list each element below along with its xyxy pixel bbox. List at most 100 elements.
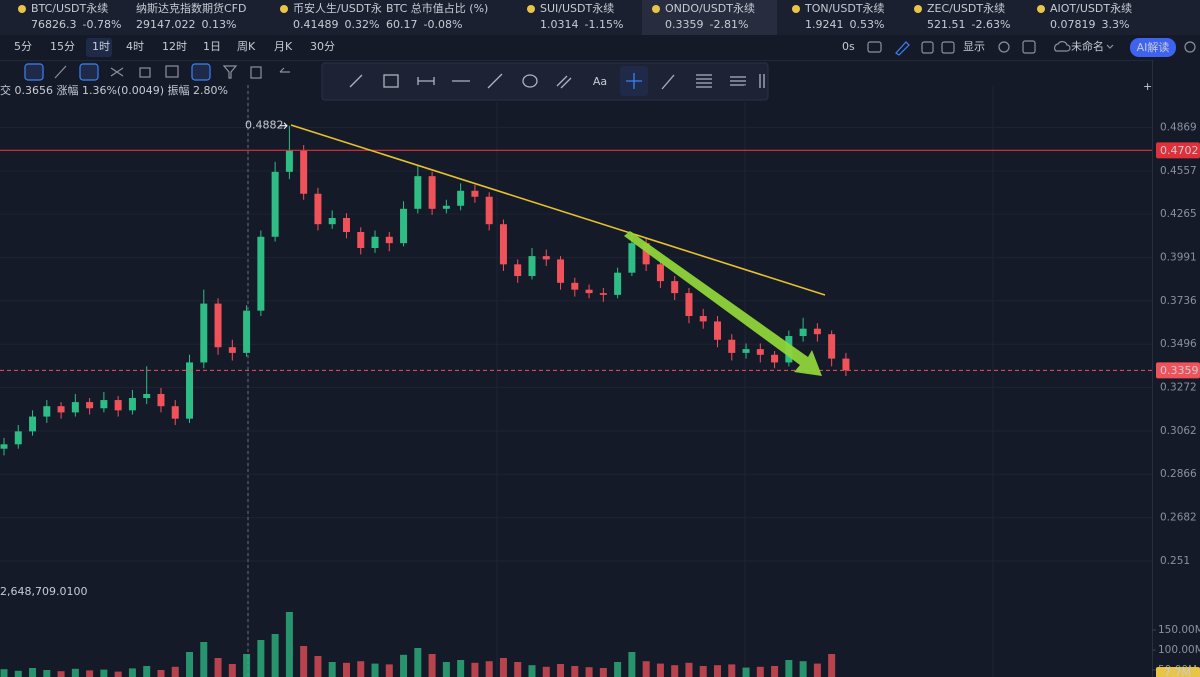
volume-bar bbox=[271, 634, 279, 677]
candle-body bbox=[599, 293, 607, 295]
volume-bar bbox=[0, 669, 8, 677]
ticker-name[interactable]: ONDO/USDT永续 bbox=[665, 1, 755, 15]
copy-icon[interactable] bbox=[921, 41, 934, 54]
volume-bar bbox=[671, 665, 679, 677]
ticker-name[interactable]: BTC 总市值占比 (%) bbox=[386, 1, 488, 15]
ticker-name[interactable]: SUI/USDT永续 bbox=[540, 1, 614, 15]
ticker-name[interactable]: ZEC/USDT永续 bbox=[927, 1, 1005, 15]
ruler-tool[interactable] bbox=[54, 65, 67, 79]
dropdown-icon[interactable] bbox=[1106, 44, 1114, 49]
ai-button[interactable]: AI解读 bbox=[1137, 40, 1170, 54]
interval[interactable]: 月K bbox=[274, 40, 293, 53]
ticker-change: -1.15% bbox=[585, 18, 624, 31]
candle-body bbox=[243, 310, 251, 353]
display-button[interactable]: 显示 bbox=[963, 40, 985, 53]
interval[interactable]: 4时 bbox=[126, 40, 144, 53]
interval[interactable]: 15分 bbox=[50, 40, 75, 53]
interval-list: 5分 15分 1时 4时 12时 1日 周K 月K 30分 bbox=[14, 40, 335, 53]
volume-tick-label: 150.00M bbox=[1158, 624, 1200, 636]
ticker-change: 0.32% bbox=[345, 18, 380, 31]
ticker-change: 0.53% bbox=[850, 18, 885, 31]
ticker-price: 0.3359 bbox=[665, 18, 704, 31]
interval[interactable]: 5分 bbox=[14, 40, 32, 53]
y-tick-label: 0.3272 bbox=[1160, 382, 1197, 394]
screen-icon[interactable] bbox=[941, 41, 955, 54]
ticker-bar bbox=[0, 0, 1200, 35]
candle-body bbox=[385, 236, 393, 244]
pen-icon[interactable] bbox=[895, 41, 910, 56]
sync-tool[interactable] bbox=[191, 63, 211, 81]
interval[interactable]: 12时 bbox=[162, 40, 187, 53]
plot bbox=[0, 125, 850, 677]
candle-body bbox=[271, 171, 279, 237]
ticker-name[interactable]: TON/USDT永续 bbox=[804, 1, 885, 15]
undo-tool[interactable] bbox=[279, 67, 290, 73]
add-scale[interactable]: + bbox=[1143, 80, 1152, 93]
rect-tool[interactable] bbox=[383, 74, 399, 88]
current-price-label: 0.3359 bbox=[1160, 364, 1199, 377]
volume-bar bbox=[100, 669, 108, 677]
candle-body bbox=[328, 217, 336, 225]
countdown: 0s bbox=[842, 40, 855, 53]
interval[interactable]: 1时 bbox=[92, 40, 110, 53]
volume-bar bbox=[157, 670, 165, 677]
volume-bar bbox=[414, 648, 422, 677]
interval[interactable]: 1日 bbox=[203, 40, 221, 53]
share-icon[interactable] bbox=[1184, 41, 1196, 53]
interval[interactable]: 30分 bbox=[310, 40, 335, 53]
layout-name[interactable]: 未命名 bbox=[1071, 39, 1104, 53]
y-tick-label: 0.3736 bbox=[1160, 295, 1197, 307]
volume-bar bbox=[699, 666, 707, 677]
ticker-icon bbox=[280, 5, 288, 13]
y-tick-label: 0.4557 bbox=[1160, 165, 1197, 177]
volume-bar bbox=[57, 671, 65, 677]
volume-bar bbox=[314, 656, 322, 677]
ticker-name[interactable]: AIOT/USDT永续 bbox=[1050, 1, 1132, 15]
hline-tool[interactable] bbox=[417, 77, 435, 85]
magnet-tool[interactable] bbox=[79, 63, 99, 81]
link-tool[interactable] bbox=[110, 67, 124, 77]
line-tool[interactable] bbox=[349, 74, 363, 88]
drag-handle[interactable] bbox=[759, 74, 765, 88]
volume-bar bbox=[742, 667, 750, 677]
ticker-name[interactable]: 纳斯达克指数期货CFD bbox=[136, 1, 246, 15]
ticker-icon bbox=[1037, 5, 1045, 13]
settings-icon[interactable] bbox=[998, 41, 1010, 53]
expand-icon[interactable] bbox=[1022, 40, 1036, 54]
cloud-icon[interactable] bbox=[1054, 41, 1071, 52]
text-tool[interactable]: Aa bbox=[593, 75, 607, 88]
brush-tool[interactable] bbox=[661, 74, 675, 90]
ticker-name[interactable]: BTC/USDT永续 bbox=[31, 1, 108, 15]
filter-tool[interactable] bbox=[222, 65, 238, 79]
delete-tool[interactable] bbox=[250, 66, 262, 79]
volume-bar bbox=[442, 662, 450, 677]
fib-tool[interactable] bbox=[696, 74, 712, 88]
volume-bar bbox=[628, 652, 636, 677]
extended-tool[interactable] bbox=[487, 73, 503, 89]
channel-tool[interactable] bbox=[556, 75, 572, 89]
ticker-icon bbox=[792, 5, 800, 13]
ellipse-tool[interactable] bbox=[522, 74, 538, 88]
ai-button-bg[interactable] bbox=[1130, 38, 1176, 57]
volume-bar bbox=[685, 662, 693, 677]
volume-bar bbox=[400, 654, 408, 677]
crosshair-tool[interactable] bbox=[626, 73, 642, 89]
ticker-name[interactable]: 币安人生/USDT永 bbox=[293, 1, 382, 15]
volume-bar bbox=[499, 658, 507, 677]
ticker-change: -2.63% bbox=[972, 18, 1011, 31]
candle-body bbox=[29, 416, 37, 432]
volume-bar bbox=[557, 664, 565, 677]
cursor-tool[interactable] bbox=[24, 63, 44, 81]
camera-icon[interactable] bbox=[867, 41, 882, 53]
lock-tool[interactable] bbox=[139, 67, 151, 78]
volume-bar bbox=[514, 662, 522, 677]
ticker-icon bbox=[18, 5, 26, 13]
hide-tool[interactable] bbox=[165, 65, 179, 78]
candle-body bbox=[414, 176, 422, 209]
candle-body bbox=[485, 196, 493, 225]
candle-body bbox=[557, 259, 565, 283]
candle-body bbox=[100, 400, 108, 409]
interval[interactable]: 周K bbox=[237, 40, 256, 53]
menu-tool[interactable] bbox=[730, 76, 746, 86]
